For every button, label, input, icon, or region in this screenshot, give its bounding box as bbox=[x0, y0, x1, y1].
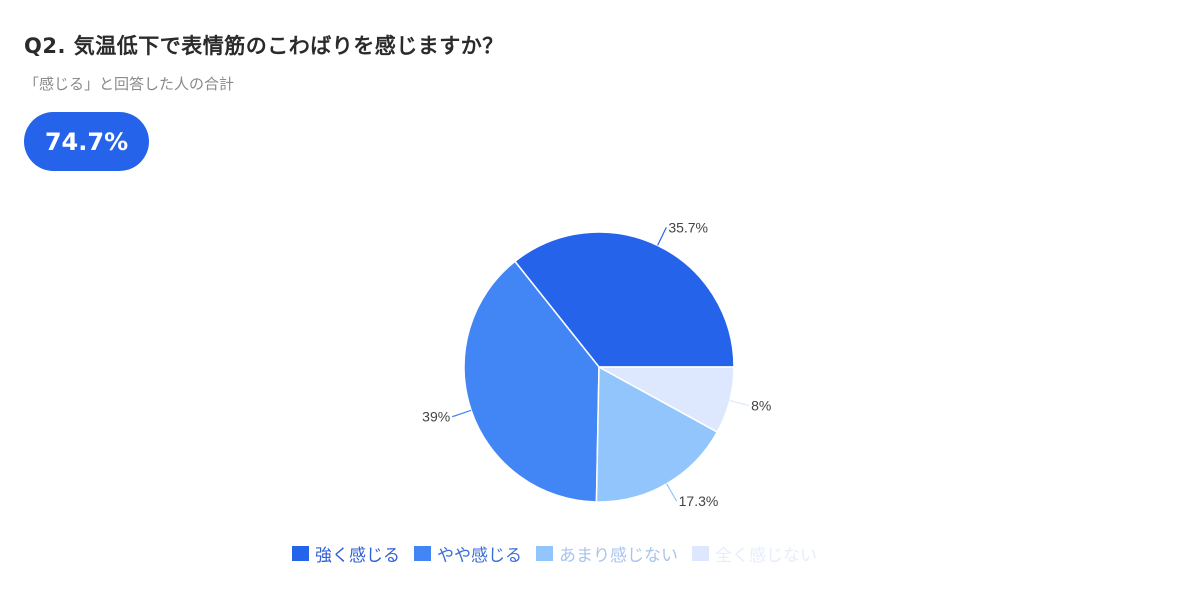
chart-title: Q2. 気温低下で表情筋のこわばりを感じますか？ bbox=[24, 34, 504, 58]
pie-slice[interactable] bbox=[595, 365, 719, 503]
legend-swatch bbox=[414, 546, 431, 561]
chart-legend: 強く感じる やや感じる あまり感じない 全く感じない bbox=[292, 541, 817, 566]
legend-label: 全く感じない bbox=[715, 546, 817, 566]
chart-subtitle: 「感じる」と回答した人の合計 bbox=[24, 75, 235, 93]
legend-swatch bbox=[536, 546, 553, 561]
legend-label: やや感じる bbox=[437, 546, 522, 566]
legend-item-not-much[interactable]: あまり感じない bbox=[536, 541, 678, 566]
pie-slice[interactable] bbox=[598, 366, 735, 434]
slice-label: 35.7% bbox=[668, 219, 708, 235]
legend-swatch bbox=[692, 546, 709, 561]
slice-label: 17.3% bbox=[679, 493, 719, 509]
legend-item-not-at-all[interactable]: 全く感じない bbox=[692, 541, 817, 566]
pie-slice[interactable] bbox=[463, 260, 600, 503]
pie-slice[interactable] bbox=[513, 231, 735, 368]
legend-item-strongly[interactable]: 強く感じる bbox=[292, 541, 400, 566]
legend-label: あまり感じない bbox=[559, 546, 678, 566]
legend-swatch bbox=[292, 546, 309, 561]
legend-item-somewhat[interactable]: やや感じる bbox=[414, 541, 522, 566]
slice-label: 39% bbox=[422, 409, 450, 425]
total-badge: 74.7% bbox=[24, 112, 149, 171]
slice-label: 8% bbox=[751, 398, 771, 414]
legend-label: 強く感じる bbox=[315, 546, 400, 566]
